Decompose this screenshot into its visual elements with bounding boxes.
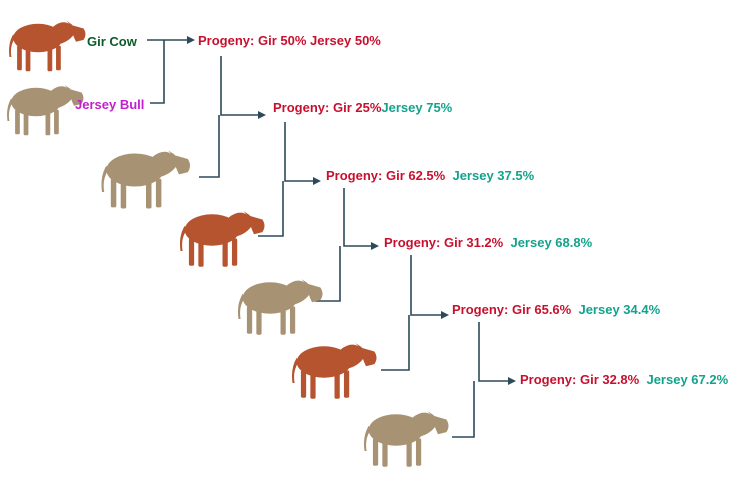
gir-percentage: Gir 25%: [332, 100, 382, 115]
connector-sire2: [199, 115, 220, 178]
progeny-label-gen1: Progeny: Gir 50% Jersey 50%: [198, 33, 381, 49]
connector-gen2-down: [284, 122, 315, 182]
jersey-percentage: Jersey 34.4%: [578, 302, 661, 317]
jersey-percentage: Jersey 68.8%: [510, 235, 593, 250]
jersey-percentage: Jersey 37.5%: [452, 168, 535, 183]
progeny-label-gen2: Progeny: Gir 25%Jersey 75%: [273, 100, 452, 116]
arrow-gen2: [258, 111, 266, 119]
jersey-percentage: Jersey 67.2%: [646, 372, 729, 387]
gir-cattle-icon: [9, 20, 86, 72]
connector-jersey-bull: [150, 40, 165, 104]
connector-sire4: [315, 246, 341, 302]
gir-percentage: Gir 65.6%: [511, 302, 572, 317]
gir-cow-label: Gir Cow: [87, 34, 137, 49]
arrow-gen1: [187, 36, 195, 44]
arrow-heads: [187, 36, 516, 385]
gir-cattle-icon: [179, 211, 265, 267]
jersey-cattle-icon: [237, 279, 323, 335]
jersey-cattle-icon: [363, 411, 449, 467]
arrow-gen5: [441, 311, 449, 319]
gir-percentage: Gir 62.5%: [385, 168, 446, 183]
jersey-percentage: Jersey 75%: [381, 100, 453, 115]
connector-gen3-down: [343, 188, 373, 247]
progeny-prefix: Progeny:: [520, 372, 577, 387]
progeny-prefix: Progeny:: [326, 168, 383, 183]
jersey-percentage: Jersey 50%: [310, 33, 381, 48]
connector-sire6: [452, 381, 475, 438]
gir-percentage: Gir 31.2%: [443, 235, 504, 250]
arrow-gen3: [313, 177, 321, 185]
progeny-prefix: Progeny:: [452, 302, 509, 317]
progeny-prefix: Progeny:: [384, 235, 441, 250]
connector-sire3: [258, 181, 284, 237]
connector-gen5-down: [478, 322, 510, 382]
progeny-prefix: Progeny:: [273, 100, 330, 115]
arrow-gen4: [371, 242, 379, 250]
progeny-label-gen4: Progeny: Gir 31.2% Jersey 68.8%: [384, 235, 592, 251]
connector-gen1-down: [220, 56, 260, 116]
gir-cattle-icon: [291, 343, 377, 399]
progeny-label-gen3: Progeny: Gir 62.5% Jersey 37.5%: [326, 168, 534, 184]
gir-percentage: Gir 50%: [257, 33, 307, 48]
progeny-label-gen5: Progeny: Gir 65.6% Jersey 34.4%: [452, 302, 660, 318]
gir-percentage: Gir 32.8%: [579, 372, 640, 387]
arrow-gen6: [508, 377, 516, 385]
jersey-bull-label: Jersey Bull: [75, 97, 145, 112]
jersey-cattle-icon: [7, 84, 84, 136]
jersey-cattle-icon: [101, 150, 190, 209]
connector-gen4-down: [410, 255, 443, 316]
connector-lines: [147, 39, 510, 438]
progeny-label-gen6: Progeny: Gir 32.8% Jersey 67.2%: [520, 372, 728, 388]
progeny-prefix: Progeny:: [198, 33, 255, 48]
connector-sire5: [381, 315, 410, 371]
